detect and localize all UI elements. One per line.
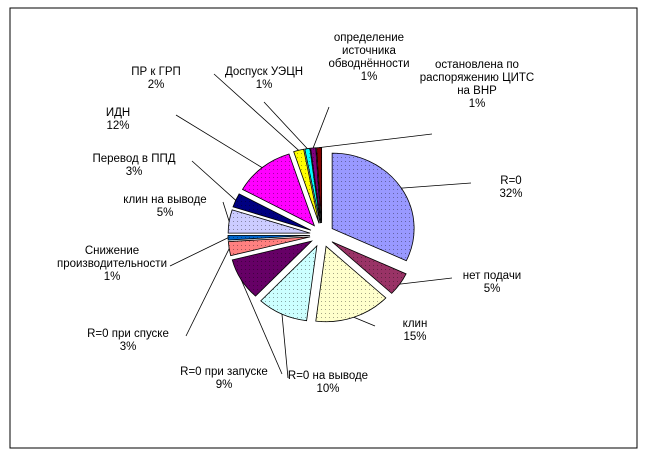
slice-percent-6: 1%	[104, 271, 121, 283]
slice-name-3: R=0 на выводе	[288, 370, 368, 382]
leader-line-11	[263, 101, 308, 149]
slice-label-0: R=0 32%	[499, 175, 522, 200]
slice-name-9: ИДН	[106, 107, 130, 119]
slice-name-13: остановлена по	[435, 59, 519, 71]
leader-line-9	[175, 114, 263, 168]
leader-line-7	[222, 201, 230, 222]
slice-name-1: нет подачи	[463, 270, 521, 282]
slice-percent-11: 1%	[256, 79, 273, 91]
slice-name-11: Доспуск УЭЦН	[225, 66, 303, 78]
slice-name-7: клин на выводе	[123, 194, 206, 206]
pie-slice-pattern-5	[228, 236, 311, 256]
leader-line-2	[353, 316, 376, 327]
slice-percent-9: 12%	[106, 120, 129, 132]
slice-name-12: определение	[334, 32, 404, 44]
slice-label-3: R=0 на выводе 10%	[288, 370, 368, 395]
slice-label-6: Снижение производительности 1%	[57, 245, 167, 283]
leader-line-6	[169, 237, 229, 267]
leader-line-4	[240, 279, 283, 375]
slice-percent-8: 3%	[126, 166, 143, 178]
slice-percent-3: 10%	[316, 383, 339, 395]
pie-slice-pattern-10	[293, 149, 320, 224]
slice-label-9: ИДН 12%	[106, 107, 130, 132]
leader-line-13	[318, 133, 433, 149]
slice-percent-12: 1%	[361, 71, 378, 83]
slice-label-8: Перевод в ППД 3%	[92, 153, 175, 178]
slice-percent-10: 2%	[148, 79, 165, 91]
leader-line-5	[185, 248, 230, 337]
slice-name-2: клин	[403, 318, 428, 330]
slice-percent-7: 5%	[157, 207, 174, 219]
slice-name-5: R=0 при спуске	[87, 328, 169, 340]
slice-percent-2: 15%	[403, 331, 426, 343]
leader-line-3	[281, 314, 289, 379]
leader-line-1	[399, 277, 453, 285]
chart-frame	[9, 7, 638, 449]
slice-percent-5: 3%	[120, 341, 137, 353]
leader-line-10	[213, 73, 299, 151]
slice-percent-4: 9%	[216, 379, 233, 391]
pie-slice-pattern-12	[310, 147, 321, 224]
slice-percent-13: 1%	[469, 98, 486, 110]
slice-label-11: Доспуск УЭЦН 1%	[225, 66, 303, 91]
slice-name-0: R=0	[500, 175, 521, 187]
pie-slice-pattern-8	[233, 193, 311, 231]
pie-slice-pattern-13	[316, 147, 322, 224]
slice-label-13: остановлена по распоряжению ЦИТС на ВНР 1%	[420, 59, 534, 110]
slice-label-1: нет подачи 5%	[463, 270, 521, 295]
slice-label-10: ПР к ГРП 2%	[131, 66, 181, 91]
pie-slice-pattern-6	[228, 235, 311, 241]
slice-name-13-2: на ВНР	[457, 85, 497, 97]
slice-name-6: Снижение	[85, 245, 139, 257]
slice-percent-1: 5%	[484, 283, 501, 295]
slice-label-2: клин 15%	[403, 318, 428, 343]
slice-name-12-1: источника	[342, 45, 397, 57]
leader-line-0	[401, 182, 472, 189]
slice-name-10: ПР к ГРП	[131, 66, 181, 78]
slice-label-5: R=0 при спуске 3%	[87, 328, 169, 353]
slice-percent-0: 32%	[499, 188, 522, 200]
pie-slice-pattern-0	[332, 153, 415, 261]
pie-slice-pattern-9	[242, 154, 315, 226]
slice-label-7: клин на выводе 5%	[123, 194, 206, 219]
pie-slice-pattern-2	[315, 246, 386, 322]
pie-slice-pattern-3	[260, 245, 317, 321]
slice-name-4: R=0 при запуске	[180, 366, 268, 378]
slice-label-12: определение источника обводнённости 1%	[328, 32, 409, 83]
slice-label-4: R=0 при запуске 9%	[180, 366, 268, 391]
slice-name-13-1: распоряжению ЦИТС	[420, 72, 534, 84]
leader-line-8	[191, 160, 236, 201]
pie-slice-pattern-11	[304, 148, 321, 224]
slice-name-6-1: производительности	[57, 258, 167, 270]
pie-slice-pattern-4	[232, 241, 312, 297]
slice-name-12-2: обводнённости	[328, 58, 409, 70]
leader-line-12	[312, 106, 330, 149]
pie-slice-pattern-1	[331, 241, 407, 294]
slice-name-8: Перевод в ППД	[92, 153, 175, 165]
pie-slice-pattern-7	[228, 209, 311, 234]
